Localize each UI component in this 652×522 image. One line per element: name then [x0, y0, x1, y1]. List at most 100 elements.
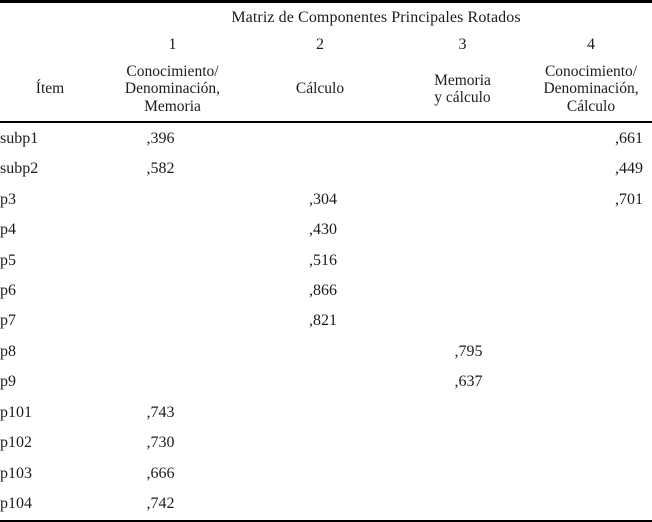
- loading-cell-component-3: [395, 428, 530, 458]
- loading-value: ,637: [454, 373, 483, 391]
- loading-cell-component-2: ,430: [245, 215, 395, 245]
- component-2-header: Cálculo: [245, 57, 395, 123]
- component-number-3: 3: [458, 36, 467, 53]
- item-label: p6: [0, 282, 16, 299]
- component-number-1: 1: [168, 36, 177, 53]
- loading-cell-component-3: [395, 154, 530, 184]
- item-label: p7: [0, 312, 16, 330]
- loading-cell-component-2: ,516: [245, 245, 395, 275]
- item-label: p4: [0, 221, 16, 239]
- loading-cell-component-1: ,582: [100, 154, 245, 184]
- loading-value: ,730: [146, 434, 175, 452]
- loading-cell-component-4: [530, 428, 652, 458]
- item-label: p3: [0, 190, 16, 208]
- item-label: p8: [0, 342, 16, 360]
- loading-cell-component-1: ,730: [100, 428, 245, 458]
- loading-cell-component-1: ,743: [100, 397, 245, 427]
- item-label: p103: [0, 464, 32, 482]
- table-row: p104 ,742: [0, 489, 652, 521]
- table-row: p102 ,730: [0, 428, 652, 458]
- component-number-4: 4: [587, 36, 595, 53]
- table-row: p5 ,516: [0, 245, 652, 275]
- loading-cell-component-3: [395, 185, 530, 215]
- loading-value: ,304: [309, 190, 337, 208]
- loading-value: ,743: [146, 403, 175, 421]
- numbers-row-spacer: [0, 33, 100, 57]
- table-row: p8 ,795: [0, 337, 652, 367]
- item-label: p101: [0, 403, 32, 421]
- loading-cell-component-2: [245, 154, 395, 184]
- loading-cell-component-2: [245, 367, 395, 397]
- table-row: subp2 ,582 ,449: [0, 154, 652, 184]
- loading-cell-component-1: [100, 276, 245, 306]
- component-numbers-row: 1 2 3 4: [0, 33, 652, 57]
- table-row: p101 ,743: [0, 397, 652, 427]
- loading-cell-component-3: ,795: [395, 337, 530, 367]
- loading-value: ,821: [309, 312, 337, 330]
- loading-cell-component-1: [100, 337, 245, 367]
- loading-cell-component-1: [100, 215, 245, 245]
- component-1-header: Conocimiento/ Denominación, Memoria: [100, 57, 245, 123]
- loading-cell-component-4: ,661: [530, 122, 652, 154]
- loading-cell-component-2: [245, 337, 395, 367]
- loading-value: ,701: [615, 190, 643, 208]
- loading-cell-component-4: [530, 276, 652, 306]
- loading-cell-component-2: [245, 489, 395, 521]
- table-row: p7 ,821: [0, 306, 652, 336]
- loading-cell-component-2: [245, 397, 395, 427]
- table-row: p103 ,666: [0, 458, 652, 488]
- loading-value: ,661: [615, 129, 643, 147]
- loading-cell-component-4: ,701: [530, 185, 652, 215]
- loading-cell-component-4: ,449: [530, 154, 652, 184]
- loading-cell-component-3: [395, 458, 530, 488]
- loading-cell-component-1: [100, 185, 245, 215]
- component-3-header: Memoria y cálculo: [395, 57, 530, 123]
- loading-cell-component-3: [395, 489, 530, 521]
- loading-cell-component-4: [530, 306, 652, 336]
- loading-cell-component-3: [395, 306, 530, 336]
- item-label: subp1: [0, 129, 39, 147]
- item-label: p9: [0, 373, 16, 391]
- loading-value: ,449: [615, 160, 643, 178]
- loading-cell-component-3: [395, 245, 530, 275]
- loading-cell-component-4: [530, 337, 652, 367]
- loading-value: ,396: [146, 129, 175, 147]
- table-title: Matriz de Componentes Principales Rotado…: [231, 9, 521, 26]
- loading-cell-component-1: [100, 245, 245, 275]
- component-4-header: Conocimiento/ Denominación, Cálculo: [530, 57, 652, 123]
- table-row: subp1 ,396 ,661: [0, 122, 652, 154]
- table-body: subp1 ,396 ,661 subp2 ,582 ,449 p3 ,304 …: [0, 122, 652, 521]
- loading-value: ,582: [146, 160, 175, 178]
- table-row: p3 ,304 ,701: [0, 185, 652, 215]
- loading-cell-component-2: ,821: [245, 306, 395, 336]
- item-column-header: Ítem: [0, 57, 100, 123]
- table-row: p9 ,637: [0, 367, 652, 397]
- item-label: p5: [0, 251, 16, 269]
- loading-cell-component-2: [245, 122, 395, 154]
- loading-value: ,516: [309, 251, 337, 269]
- loading-cell-component-4: [530, 367, 652, 397]
- loading-cell-component-2: [245, 428, 395, 458]
- loading-value: ,430: [309, 221, 337, 239]
- loading-cell-component-1: [100, 306, 245, 336]
- item-label: subp2: [0, 160, 39, 178]
- title-row-spacer: [0, 2, 100, 34]
- table-row: p4 ,430: [0, 215, 652, 245]
- loading-cell-component-1: ,396: [100, 122, 245, 154]
- loading-cell-component-3: [395, 397, 530, 427]
- component-number-2: 2: [316, 36, 324, 53]
- loading-cell-component-3: [395, 276, 530, 306]
- loading-cell-component-2: ,304: [245, 185, 395, 215]
- loading-cell-component-4: [530, 215, 652, 245]
- loading-cell-component-4: [530, 397, 652, 427]
- loading-cell-component-4: [530, 489, 652, 521]
- loading-value: ,742: [146, 495, 175, 513]
- loading-value: ,666: [146, 464, 175, 482]
- loading-cell-component-1: [100, 367, 245, 397]
- item-label: p104: [0, 495, 32, 513]
- loading-value: ,795: [454, 342, 483, 360]
- column-headers-row: Ítem Conocimiento/ Denominación, Memoria…: [0, 57, 652, 123]
- loading-cell-component-3: ,637: [395, 367, 530, 397]
